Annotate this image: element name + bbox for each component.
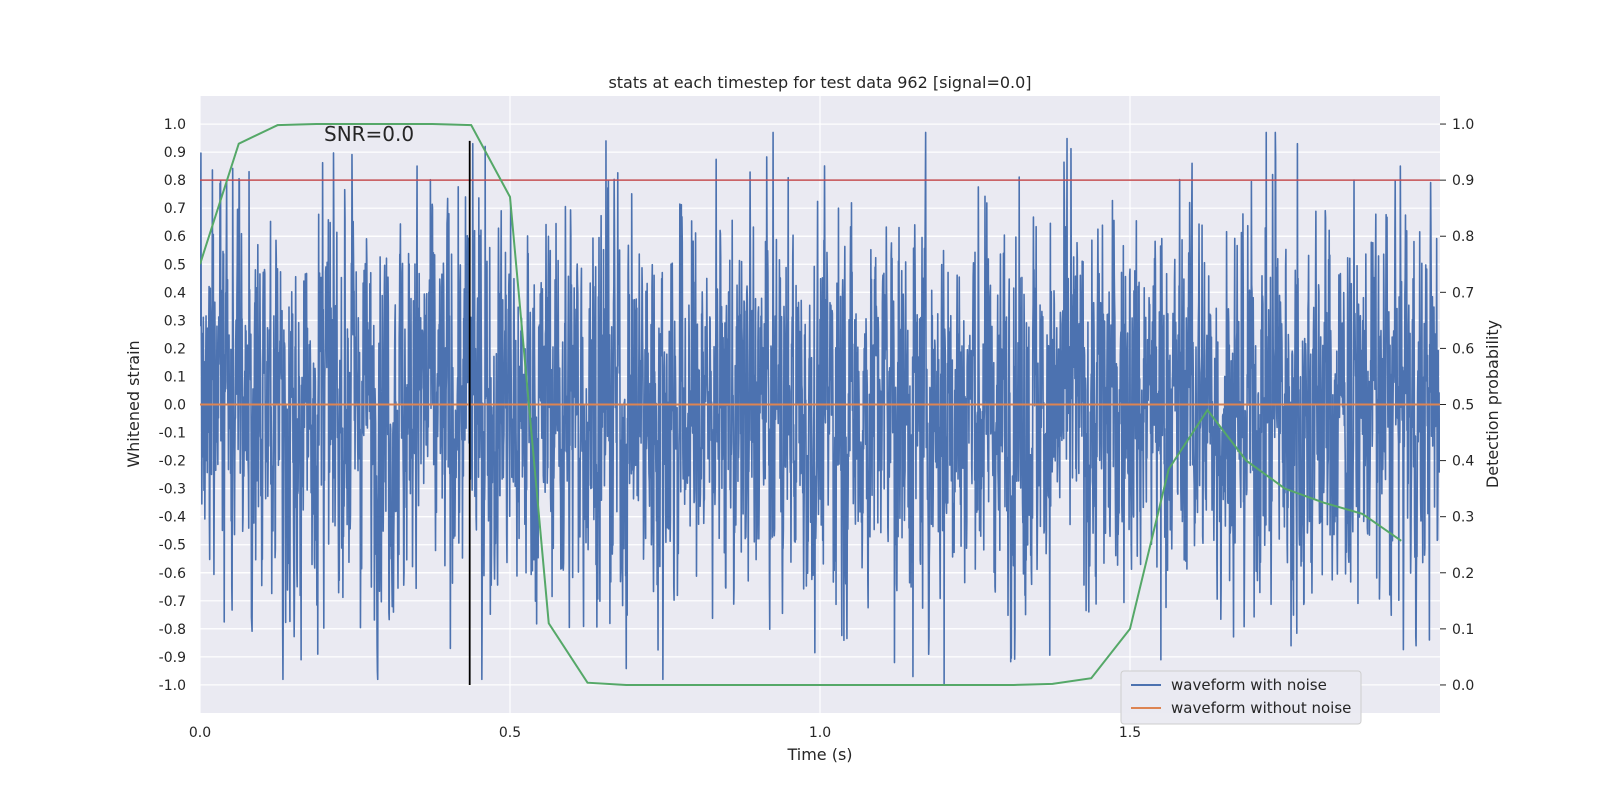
y-tick-label: 1.0 (164, 117, 186, 133)
y2-tick-label: 0.0 (1452, 678, 1474, 694)
legend-label-clean: waveform without noise (1171, 699, 1351, 717)
y-tick-label: -1.0 (159, 678, 186, 694)
y2-tick-label: 0.8 (1452, 229, 1474, 245)
chart-title: stats at each timestep for test data 962… (608, 73, 1031, 92)
y-tick-label: 0.3 (164, 313, 186, 329)
y-tick-label: 0.1 (164, 369, 186, 385)
y2-tick-label: 1.0 (1452, 117, 1474, 133)
y-tick-label: 0.2 (164, 341, 186, 357)
y-tick-label: 0.8 (164, 173, 186, 189)
y-tick-label: -0.5 (159, 538, 186, 554)
x-axis-label: Time (s) (786, 745, 852, 764)
y-tick-label: -0.1 (159, 426, 186, 442)
y2-tick-label: 0.7 (1452, 285, 1474, 301)
legend-label-noise: waveform with noise (1171, 676, 1327, 694)
legend-box (1120, 670, 1362, 725)
y-tick-label: 0.7 (164, 201, 186, 217)
x-tick-label: 0.5 (499, 725, 521, 741)
y2-tick-label: 0.6 (1452, 341, 1474, 357)
y-tick-label: 0.0 (164, 398, 186, 414)
x-tick-label: 0.0 (189, 725, 211, 741)
y-tick-label: -0.3 (159, 482, 186, 498)
x-tick-label: 1.0 (809, 725, 831, 741)
y-tick-label: -0.2 (159, 454, 186, 470)
x-tick-label: 1.5 (1119, 725, 1141, 741)
y2-axis-label: Detection probability (1483, 320, 1502, 488)
y2-tick-label: 0.9 (1452, 173, 1474, 189)
y2-tick-label: 0.4 (1452, 454, 1474, 470)
y2-tick-label: 0.2 (1452, 566, 1474, 582)
y-tick-label: 0.9 (164, 145, 186, 161)
legend: waveform with noise waveform without noi… (1120, 670, 1362, 725)
y-tick-label: -0.9 (159, 650, 186, 666)
y2-tick-label: 0.1 (1452, 622, 1474, 638)
y-tick-label: -0.4 (159, 510, 186, 526)
y2-tick-label: 0.5 (1452, 398, 1474, 414)
y-tick-label: 0.5 (164, 257, 186, 273)
series-waveform-with-noise (200, 131, 1440, 686)
y-tick-label: -0.6 (159, 566, 186, 582)
y-axis-label: Whitened strain (124, 340, 143, 467)
y2-tick-label: 0.3 (1452, 510, 1474, 526)
y-tick-label: 0.4 (164, 285, 186, 301)
series-detection-probability (200, 123, 1402, 686)
snr-annotation: SNR=0.0 (324, 122, 414, 146)
y-tick-label: -0.7 (159, 594, 186, 610)
y-tick-label: -0.8 (159, 622, 186, 638)
y-tick-label: 0.6 (164, 229, 186, 245)
